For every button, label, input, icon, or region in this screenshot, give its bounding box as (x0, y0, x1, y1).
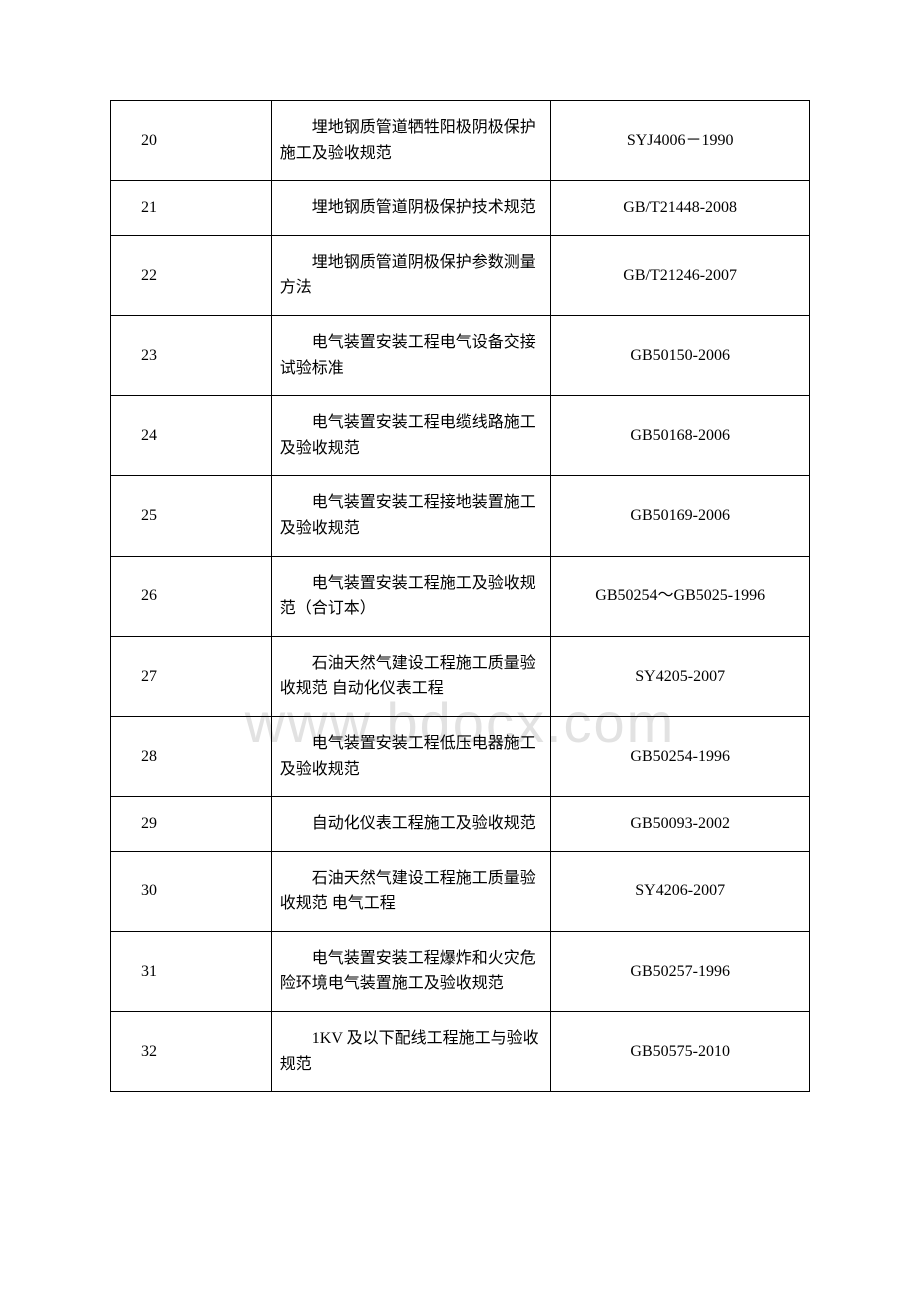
description-text: 自动化仪表工程施工及验收规范 (280, 811, 543, 837)
cell-description: 电气装置安装工程爆炸和火灾危险环境电气装置施工及验收规范 (271, 931, 551, 1011)
cell-number: 29 (111, 797, 272, 852)
cell-description: 电气装置安装工程电气设备交接试验标准 (271, 315, 551, 395)
cell-number: 32 (111, 1012, 272, 1092)
table-row: 29 自动化仪表工程施工及验收规范 GB50093-2002 (111, 797, 810, 852)
cell-number: 25 (111, 476, 272, 556)
table-row: 28电气装置安装工程低压电器施工及验收规范GB50254-1996 (111, 716, 810, 796)
cell-description: 电气装置安装工程接地装置施工及验收规范 (271, 476, 551, 556)
cell-code: SY4206-2007 (551, 851, 810, 931)
table-row: 25电气装置安装工程接地装置施工及验收规范GB50169-2006 (111, 476, 810, 556)
table-row: 24电气装置安装工程电缆线路施工及验收规范GB50168-2006 (111, 396, 810, 476)
cell-number: 21 (111, 181, 272, 236)
cell-number: 23 (111, 315, 272, 395)
description-text: 石油天然气建设工程施工质量验收规范 电气工程 (280, 866, 543, 917)
cell-code: GB50169-2006 (551, 476, 810, 556)
table-body: 20埋地钢质管道牺牲阳极阴极保护施工及验收规范SYJ4006－199021埋地钢… (111, 101, 810, 1092)
cell-number: 20 (111, 101, 272, 181)
cell-number: 26 (111, 556, 272, 636)
cell-number: 28 (111, 716, 272, 796)
cell-description: 电气装置安装工程电缆线路施工及验收规范 (271, 396, 551, 476)
cell-number: 31 (111, 931, 272, 1011)
standards-table: 20埋地钢质管道牺牲阳极阴极保护施工及验收规范SYJ4006－199021埋地钢… (110, 100, 810, 1092)
table-row: 23电气装置安装工程电气设备交接试验标准GB50150-2006 (111, 315, 810, 395)
description-text: 电气装置安装工程爆炸和火灾危险环境电气装置施工及验收规范 (280, 946, 543, 997)
description-text: 电气装置安装工程电气设备交接试验标准 (280, 330, 543, 381)
cell-code: GB/T21448-2008 (551, 181, 810, 236)
cell-description: 电气装置安装工程低压电器施工及验收规范 (271, 716, 551, 796)
table-row: 20埋地钢质管道牺牲阳极阴极保护施工及验收规范SYJ4006－1990 (111, 101, 810, 181)
table-row: 22埋地钢质管道阴极保护参数测量方法GB/T21246-2007 (111, 235, 810, 315)
description-text: 1KV 及以下配线工程施工与验收规范 (280, 1026, 543, 1077)
description-text: 埋地钢质管道牺牲阳极阴极保护施工及验收规范 (280, 115, 543, 166)
description-text: 电气装置安装工程低压电器施工及验收规范 (280, 731, 543, 782)
cell-code: GB50150-2006 (551, 315, 810, 395)
cell-description: 自动化仪表工程施工及验收规范 (271, 797, 551, 852)
description-text: 电气装置安装工程施工及验收规范（合订本） (280, 571, 543, 622)
table-row: 321KV 及以下配线工程施工与验收规范GB50575-2010 (111, 1012, 810, 1092)
table-row: 31电气装置安装工程爆炸和火灾危险环境电气装置施工及验收规范GB50257-19… (111, 931, 810, 1011)
cell-description: 埋地钢质管道阴极保护技术规范 (271, 181, 551, 236)
table-row: 26电气装置安装工程施工及验收规范（合订本）GB50254～GB5025-199… (111, 556, 810, 636)
table-row: 21 埋地钢质管道阴极保护技术规范 GB/T21448-2008 (111, 181, 810, 236)
description-text: 电气装置安装工程电缆线路施工及验收规范 (280, 410, 543, 461)
cell-code: GB50575-2010 (551, 1012, 810, 1092)
cell-number: 22 (111, 235, 272, 315)
cell-code: SY4205-2007 (551, 636, 810, 716)
cell-code: GB/T21246-2007 (551, 235, 810, 315)
cell-number: 24 (111, 396, 272, 476)
cell-description: 埋地钢质管道牺牲阳极阴极保护施工及验收规范 (271, 101, 551, 181)
cell-description: 电气装置安装工程施工及验收规范（合订本） (271, 556, 551, 636)
table-row: 27石油天然气建设工程施工质量验收规范 自动化仪表工程SY4205-2007 (111, 636, 810, 716)
cell-code: SYJ4006－1990 (551, 101, 810, 181)
cell-code: GB50254～GB5025-1996 (551, 556, 810, 636)
cell-code: GB50257-1996 (551, 931, 810, 1011)
cell-description: 1KV 及以下配线工程施工与验收规范 (271, 1012, 551, 1092)
cell-number: 30 (111, 851, 272, 931)
cell-description: 石油天然气建设工程施工质量验收规范 电气工程 (271, 851, 551, 931)
cell-number: 27 (111, 636, 272, 716)
cell-code: GB50254-1996 (551, 716, 810, 796)
cell-description: 埋地钢质管道阴极保护参数测量方法 (271, 235, 551, 315)
description-text: 埋地钢质管道阴极保护参数测量方法 (280, 250, 543, 301)
cell-description: 石油天然气建设工程施工质量验收规范 自动化仪表工程 (271, 636, 551, 716)
description-text: 埋地钢质管道阴极保护技术规范 (280, 195, 543, 221)
cell-code: GB50093-2002 (551, 797, 810, 852)
description-text: 电气装置安装工程接地装置施工及验收规范 (280, 490, 543, 541)
table-row: 30石油天然气建设工程施工质量验收规范 电气工程SY4206-2007 (111, 851, 810, 931)
cell-code: GB50168-2006 (551, 396, 810, 476)
description-text: 石油天然气建设工程施工质量验收规范 自动化仪表工程 (280, 651, 543, 702)
